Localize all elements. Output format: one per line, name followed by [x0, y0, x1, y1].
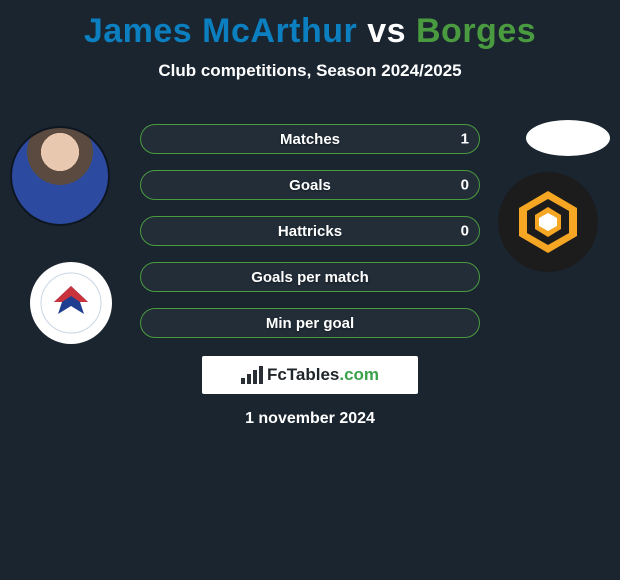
player1-club-badge	[30, 262, 112, 344]
stat-row: Goals 0	[140, 170, 480, 200]
stat-row: Goals per match	[140, 262, 480, 292]
stat-value-right: 0	[461, 177, 469, 194]
brand-box: FcTables.com	[202, 356, 418, 394]
bar-chart-icon	[241, 366, 263, 384]
subtitle: Club competitions, Season 2024/2025	[0, 61, 620, 81]
player2-club-badge	[498, 172, 598, 272]
stat-label: Matches	[280, 131, 340, 148]
stat-row: Hattricks 0	[140, 216, 480, 246]
brand-name-1: FcTables	[267, 365, 339, 384]
vs-text: vs	[367, 12, 406, 50]
stat-label: Hattricks	[278, 223, 342, 240]
brand-text: FcTables.com	[267, 365, 379, 385]
date-text: 1 november 2024	[0, 410, 620, 428]
stat-label: Goals per match	[251, 269, 369, 286]
stat-row: Min per goal	[140, 308, 480, 338]
player2-name: Borges	[416, 12, 536, 50]
stat-value-right: 0	[461, 223, 469, 240]
stat-value-right: 1	[461, 131, 469, 148]
comparison-title: James McArthur vs Borges	[0, 0, 620, 51]
player1-name: James McArthur	[84, 12, 357, 50]
stat-row: Matches 1	[140, 124, 480, 154]
brand-name-2: .com	[339, 365, 379, 384]
player1-avatar	[10, 126, 110, 226]
eagle-icon	[40, 272, 102, 334]
player2-avatar	[526, 120, 610, 156]
stat-label: Min per goal	[266, 315, 354, 332]
stats-panel: Matches 1 Goals 0 Hattricks 0 Goals per match M…	[140, 124, 480, 354]
stat-label: Goals	[289, 177, 331, 194]
wolf-icon	[513, 187, 583, 257]
